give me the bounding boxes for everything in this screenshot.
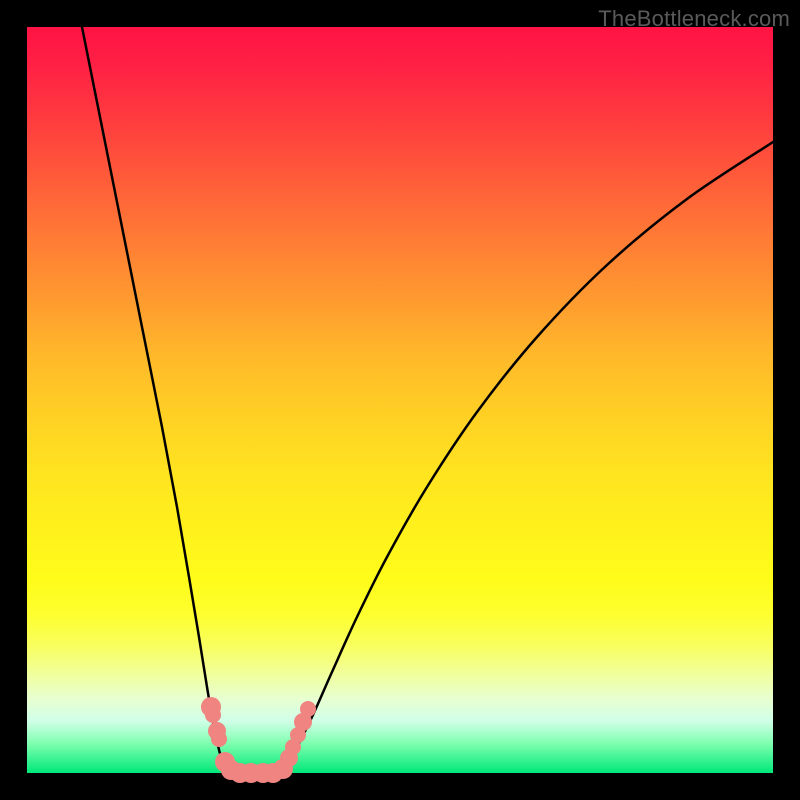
- bottleneck-curve: [27, 27, 773, 773]
- curve-path: [82, 27, 773, 773]
- marker-point: [205, 707, 221, 723]
- watermark-text: TheBottleneck.com: [598, 6, 790, 32]
- marker-point: [211, 731, 227, 747]
- marker-point: [300, 701, 316, 717]
